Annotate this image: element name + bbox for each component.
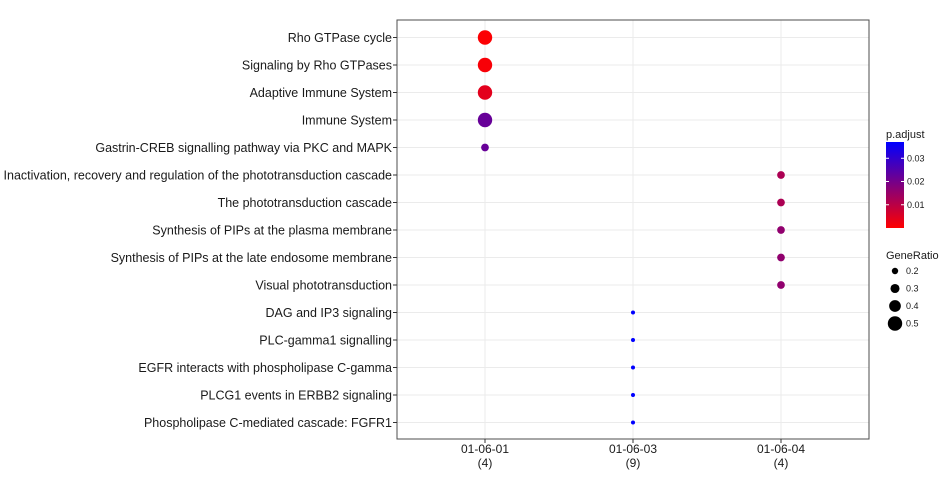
- data-point: [777, 198, 785, 207]
- color-legend-tick-label: 0.03: [907, 153, 925, 163]
- data-point: [477, 112, 493, 128]
- data-point: [477, 57, 493, 73]
- data-point: [631, 420, 635, 425]
- y-tick-label: Signaling by Rho GTPases: [242, 59, 392, 73]
- color-legend-tick-label: 0.02: [907, 177, 925, 187]
- y-tick-label: Immune System: [302, 114, 392, 128]
- x-tick-label: 01-06-03: [609, 442, 657, 456]
- size-legend: GeneRatio 0.2 0.3 0.4 0.5: [886, 250, 939, 331]
- data-points: [477, 30, 785, 425]
- data-point: [631, 310, 635, 315]
- y-tick-label: EGFR interacts with phospholipase C-gamm…: [138, 361, 392, 375]
- data-point: [631, 393, 635, 397]
- y-tick-label: The phototransduction cascade: [218, 196, 392, 210]
- color-legend-tick-label: 0.01: [907, 200, 925, 210]
- data-point: [777, 253, 785, 262]
- x-tick-count: (4): [478, 456, 493, 470]
- y-tick-label: Rho GTPase cycle: [288, 31, 392, 45]
- y-tick-label: Visual phototransduction: [255, 279, 392, 293]
- y-tick-label: PLC-gamma1 signalling: [259, 334, 392, 348]
- y-tick-label: PLCG1 events in ERBB2 signaling: [200, 389, 392, 403]
- size-legend-key: [891, 267, 899, 275]
- size-legend-label: 0.4: [906, 301, 919, 311]
- data-point: [777, 171, 785, 179]
- y-axis: Rho GTPase cycle Signaling by Rho GTPases…: [4, 31, 397, 430]
- size-legend-title: GeneRatio: [886, 250, 939, 262]
- size-legend-label: 0.2: [906, 266, 919, 276]
- data-point: [631, 365, 635, 370]
- x-axis: 01-06-01(4)01-06-03(9)01-06-04(4): [461, 439, 805, 470]
- y-tick-label: Phospholipase C-mediated cascade: FGFR1: [144, 416, 392, 430]
- size-legend-key: [887, 316, 903, 331]
- data-point: [477, 30, 493, 45]
- size-legend-label: 0.3: [906, 284, 919, 294]
- y-tick-label: Gastrin-CREB signalling pathway via PKC …: [95, 141, 392, 155]
- y-tick-label: Synthesis of PIPs at the late endosome m…: [111, 251, 392, 265]
- size-legend-label: 0.5: [906, 319, 919, 329]
- data-point: [477, 85, 493, 100]
- x-tick-label: 01-06-01: [461, 442, 509, 456]
- size-legend-key: [889, 300, 901, 312]
- data-point: [631, 338, 635, 342]
- color-legend-title: p.adjust: [886, 129, 925, 141]
- y-tick-label: Inactivation, recovery and regulation of…: [4, 169, 392, 183]
- x-tick-count: (4): [774, 456, 789, 470]
- x-tick-count: (9): [626, 456, 641, 470]
- data-point: [777, 226, 785, 234]
- data-point: [777, 281, 785, 289]
- color-legend: p.adjust 0.03 0.02 0.01: [886, 129, 925, 228]
- data-point: [481, 143, 489, 152]
- color-legend-bar: [886, 142, 904, 228]
- size-legend-key: [890, 283, 900, 294]
- y-tick-label: Adaptive Immune System: [250, 86, 392, 100]
- x-tick-label: 01-06-04: [757, 442, 805, 456]
- y-tick-label: DAG and IP3 signaling: [266, 306, 393, 320]
- y-tick-label: Synthesis of PIPs at the plasma membrane: [152, 224, 392, 238]
